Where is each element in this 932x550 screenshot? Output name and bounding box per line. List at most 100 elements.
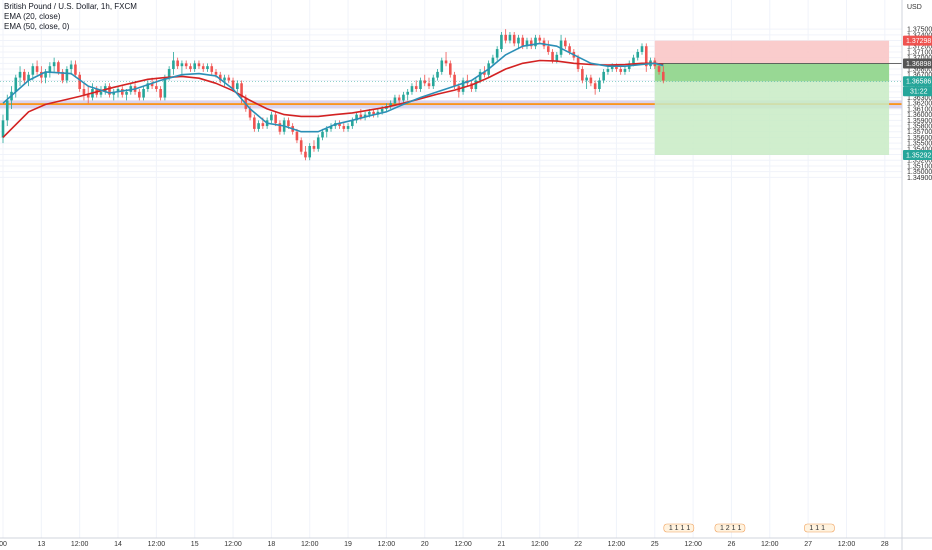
candle bbox=[393, 94, 397, 107]
legend-ema50[interactable]: EMA (50, close, 0) bbox=[4, 22, 70, 31]
candle bbox=[414, 80, 418, 92]
price-axis[interactable]: 1.375001.374001.373001.372001.371001.370… bbox=[901, 0, 932, 550]
candle-body bbox=[423, 80, 427, 84]
candle-body bbox=[52, 62, 56, 67]
candle bbox=[427, 77, 431, 89]
candle-body bbox=[155, 86, 158, 89]
candle-body bbox=[23, 71, 26, 81]
candle-body bbox=[538, 37, 542, 41]
time-tick-label: 22 bbox=[574, 541, 582, 548]
candle-body bbox=[474, 80, 478, 89]
time-tick-label: 21 bbox=[498, 541, 506, 548]
candle-body bbox=[184, 63, 188, 67]
candle-body bbox=[483, 71, 486, 75]
candle bbox=[436, 69, 439, 81]
time-tick-label: 20 bbox=[421, 541, 429, 548]
candle bbox=[606, 66, 610, 75]
event-markers-layer: 1 1 1 1 1 2 1 1 1 1 1 bbox=[663, 523, 835, 533]
candle bbox=[363, 111, 367, 121]
candle-body bbox=[529, 40, 533, 47]
candle-body bbox=[644, 46, 648, 67]
candle-body bbox=[338, 123, 341, 127]
candle-body bbox=[142, 88, 145, 98]
candle-body bbox=[163, 77, 167, 98]
candle bbox=[474, 77, 478, 92]
event-marker: 1 2 1 1 bbox=[714, 523, 746, 533]
price-tick-label: 1.36700 bbox=[907, 72, 932, 79]
candle-body bbox=[146, 83, 150, 89]
countdown-tag bbox=[903, 86, 932, 97]
candle bbox=[470, 80, 473, 92]
candle-body bbox=[325, 128, 329, 132]
time-tick-label: 12:00 bbox=[378, 541, 396, 548]
candle bbox=[338, 120, 341, 129]
candle bbox=[74, 60, 77, 78]
time-tick-label: 18 bbox=[267, 541, 275, 548]
candle bbox=[138, 88, 141, 101]
candle-body bbox=[372, 111, 375, 115]
candle-body bbox=[606, 69, 610, 72]
candle-body bbox=[167, 69, 171, 78]
candle-body bbox=[278, 123, 282, 132]
candle bbox=[142, 86, 145, 101]
candle bbox=[406, 88, 409, 101]
candle-body bbox=[48, 66, 52, 72]
legend-ema20[interactable]: EMA (20, close) bbox=[4, 12, 61, 21]
candle bbox=[602, 69, 605, 84]
candle bbox=[534, 34, 537, 50]
time-tick-label: 12:00 bbox=[148, 541, 166, 548]
candle-body bbox=[172, 60, 175, 70]
candle-body bbox=[299, 140, 303, 152]
price-tick-label: 1.35700 bbox=[907, 129, 932, 136]
candle bbox=[525, 37, 529, 50]
candle-body bbox=[449, 63, 452, 75]
time-axis[interactable]: 00 13 12:00 14 12:00 15 12:00 18 12:00 19 12:00 20 1… bbox=[0, 537, 932, 548]
candle bbox=[585, 74, 588, 89]
candle-body bbox=[86, 94, 90, 98]
candle-body bbox=[640, 46, 644, 52]
candle bbox=[640, 43, 644, 55]
countdown-label: 31:22 bbox=[910, 89, 928, 96]
candle bbox=[193, 60, 196, 72]
legend-symbol[interactable]: British Pound / U.S. Dollar, 1h, FXCM bbox=[4, 2, 137, 11]
candle-body bbox=[346, 126, 350, 129]
candle bbox=[644, 43, 648, 72]
candle-body bbox=[138, 91, 141, 98]
candle bbox=[619, 66, 622, 75]
price-tick-label: 1.37100 bbox=[907, 49, 932, 56]
price-tag-label: 1.37298 bbox=[906, 38, 931, 45]
candle bbox=[61, 69, 64, 84]
candle-body bbox=[253, 117, 256, 129]
candle bbox=[491, 54, 495, 67]
candle-body bbox=[508, 34, 512, 41]
candle-body bbox=[321, 131, 324, 138]
candle-body bbox=[517, 37, 520, 44]
candle-body bbox=[5, 100, 9, 121]
candle bbox=[210, 63, 214, 75]
price-tag bbox=[903, 35, 932, 46]
candle bbox=[342, 123, 346, 132]
candle-body bbox=[427, 83, 431, 87]
candle-body bbox=[546, 46, 550, 52]
candle-body bbox=[65, 69, 69, 81]
candle-body bbox=[525, 40, 529, 47]
candle bbox=[1, 114, 5, 144]
event-marker-label: 1 1 1 bbox=[809, 525, 825, 532]
ema20-line bbox=[2, 42, 664, 133]
candle bbox=[206, 63, 209, 72]
candle-body bbox=[27, 74, 30, 81]
candle-body bbox=[270, 114, 273, 121]
candle-body bbox=[368, 111, 371, 115]
candle-body bbox=[589, 77, 593, 84]
candle bbox=[274, 111, 277, 127]
time-tick-label: 12:00 bbox=[454, 541, 472, 548]
candle-body bbox=[406, 91, 409, 95]
candle-body bbox=[227, 77, 231, 81]
candle bbox=[636, 49, 640, 61]
candle-body bbox=[444, 60, 448, 64]
candle-body bbox=[431, 77, 435, 87]
candle-body bbox=[214, 71, 218, 75]
candle bbox=[329, 123, 333, 132]
candle bbox=[18, 66, 22, 87]
